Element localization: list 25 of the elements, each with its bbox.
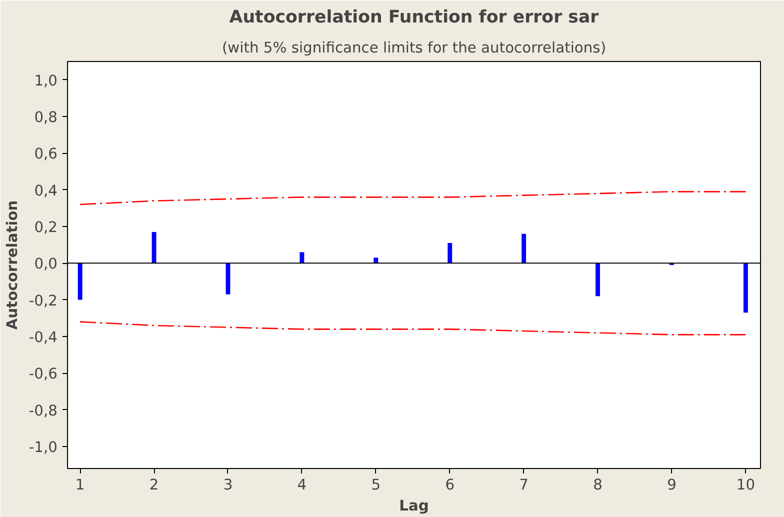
y-tick-label: -0,8 [28,402,58,420]
y-tick-label: 0,4 [34,182,58,200]
x-tick-label: 1 [75,476,85,494]
y-tick-label: 0,6 [34,146,58,163]
y-tick-label: -1,0 [28,439,58,456]
y-tick-label: 1,0 [34,72,58,90]
chart-title: Autocorrelation Function for error sar [229,8,600,28]
x-tick-label: 8 [593,476,602,494]
x-tick-label: 10 [736,476,756,494]
y-tick-label: -0,2 [28,292,58,310]
x-tick-label: 6 [445,476,455,494]
x-axis-title: Lag [399,498,429,514]
y-tick-label: 0,0 [34,256,58,273]
chart-subtitle: (with 5% significance limits for the autocorrelations) [222,40,606,56]
x-tick-label: 9 [667,476,676,494]
x-tick-label: 3 [223,476,233,494]
y-tick-label: 0,8 [34,109,58,126]
x-tick-label: 4 [297,476,307,494]
x-tick-label: 2 [149,476,159,494]
y-tick-label: -0,6 [28,366,58,383]
y-tick-label: 0,2 [34,219,58,236]
y-axis-title: Autocorrelation [4,200,21,330]
x-tick-label: 7 [519,476,528,494]
x-tick-label: 5 [371,476,381,494]
y-tick-label: -0,4 [28,329,58,346]
